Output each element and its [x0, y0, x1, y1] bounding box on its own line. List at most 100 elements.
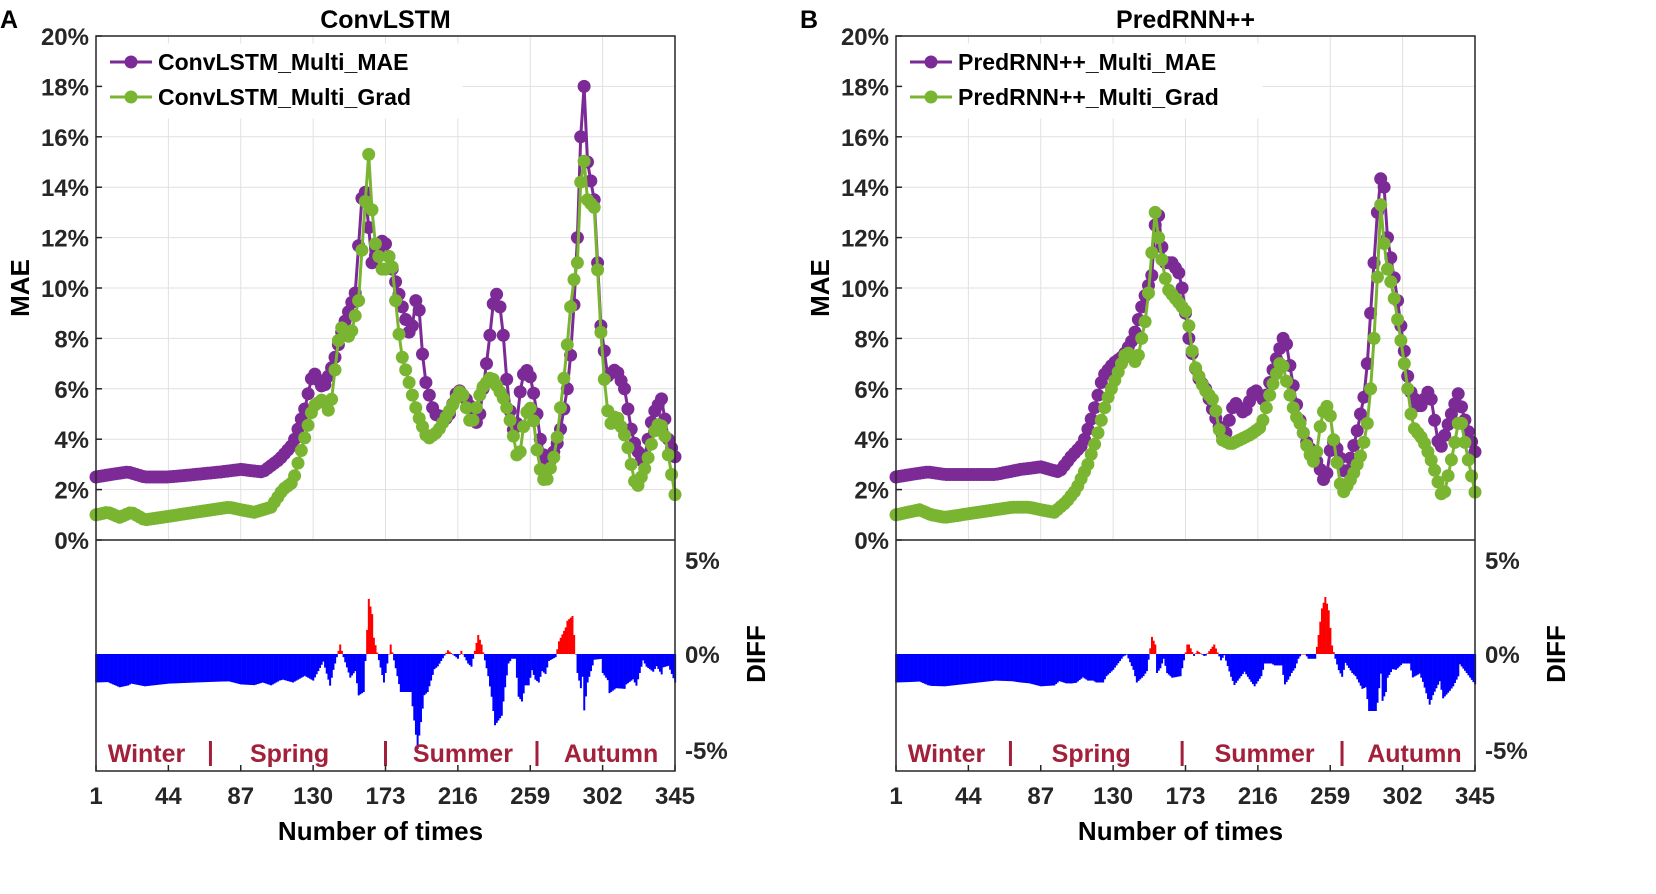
data-point — [1394, 334, 1408, 347]
diff-bar — [192, 654, 195, 683]
diff-bar — [943, 654, 946, 687]
diff-bar — [1139, 654, 1142, 680]
diff-bar — [1260, 654, 1263, 677]
data-point — [530, 443, 544, 457]
diff-bar — [174, 654, 177, 684]
diff-bar — [181, 654, 183, 684]
diff-bar — [278, 654, 281, 681]
diff-bar — [1246, 654, 1249, 677]
diff-bar — [1120, 654, 1123, 659]
diff-bar — [1420, 654, 1423, 678]
diff-bar — [549, 654, 552, 661]
diff-bar — [606, 654, 609, 681]
diff-bar — [1411, 654, 1414, 678]
data-point — [641, 451, 655, 465]
data-point — [1347, 439, 1361, 452]
legend-marker — [924, 90, 938, 104]
diff-bar — [352, 654, 355, 674]
x-tick-label: 130 — [1093, 783, 1133, 810]
diff-bar — [1164, 654, 1167, 666]
diff-bar — [911, 654, 914, 682]
diff-bar — [349, 654, 352, 678]
diff-bar — [154, 654, 157, 686]
diff-bar — [1211, 646, 1214, 654]
diff-bar — [522, 654, 525, 694]
diff-bar — [1344, 654, 1347, 663]
diff-bar — [1225, 654, 1228, 661]
diff-bar — [595, 654, 598, 660]
data-point — [550, 430, 564, 444]
diff-bar — [1019, 654, 1022, 683]
data-point — [416, 347, 429, 361]
diff-bar — [475, 642, 478, 654]
data-point — [621, 402, 635, 416]
diff-bar — [1046, 654, 1049, 686]
diff-bar — [1144, 654, 1147, 674]
diff-bar — [313, 654, 316, 678]
diff-bar — [418, 654, 421, 736]
diff-bar — [1021, 654, 1024, 683]
diff-bar — [391, 652, 394, 654]
legend-marker — [124, 55, 138, 69]
diff-bar — [613, 654, 616, 690]
diff-bar — [310, 654, 313, 680]
diff-bar — [1033, 654, 1036, 685]
diff-bar — [1465, 654, 1468, 673]
y-tick-label: 0% — [854, 528, 889, 555]
diff-bar — [630, 654, 633, 681]
diff-bar — [497, 654, 500, 721]
diff-bar — [1376, 654, 1379, 703]
data-point — [1370, 270, 1384, 284]
diff-bar — [652, 654, 655, 672]
diff-bar — [1083, 654, 1086, 679]
diff-bar — [379, 654, 382, 668]
diff-bar — [915, 654, 918, 682]
diff-bar — [1171, 654, 1174, 678]
data-point — [624, 457, 638, 471]
diff-bar — [1034, 654, 1037, 686]
diff-bar — [1462, 654, 1465, 669]
data-point — [1354, 449, 1367, 463]
diff-bar — [923, 654, 926, 684]
diff-bar — [1363, 654, 1366, 689]
diff-bar — [1011, 654, 1014, 682]
data-point — [1444, 453, 1458, 467]
diff-bar — [290, 654, 293, 683]
diff-bar — [1206, 653, 1209, 654]
diff-bar — [197, 654, 200, 683]
data-point — [1212, 423, 1226, 437]
diff-bar — [1329, 627, 1332, 654]
data-point — [1182, 319, 1196, 333]
x-tick-label: 1 — [889, 783, 902, 810]
diff-bar — [1322, 602, 1325, 654]
diff-bar — [1135, 654, 1138, 683]
diff-bar — [918, 654, 921, 682]
diff-bar — [191, 654, 194, 683]
diff-bar — [438, 654, 441, 664]
diff-bar — [1117, 654, 1120, 664]
diff-bar — [255, 654, 258, 685]
data-point — [1135, 331, 1149, 345]
diff-bar — [645, 654, 648, 667]
y-tick-label: 10% — [41, 276, 89, 303]
diff-bar — [1390, 654, 1392, 673]
x-tick-label: 345 — [1455, 783, 1495, 810]
y-tick-label: 2% — [54, 478, 89, 505]
diff-bar — [499, 654, 502, 719]
y-tick-label: 12% — [841, 226, 889, 253]
diff-bar — [152, 654, 155, 686]
diff-bar — [1401, 654, 1404, 664]
diff-bar — [1216, 652, 1219, 654]
diff-bar — [276, 654, 279, 682]
diff-bar — [1036, 654, 1039, 686]
data-point — [483, 328, 497, 342]
diff-bar — [300, 654, 303, 678]
data-point — [517, 420, 530, 434]
diff-bar — [342, 654, 345, 658]
data-point — [1091, 388, 1105, 402]
diff-bar — [441, 654, 444, 659]
data-point — [1081, 422, 1095, 436]
data-point — [500, 372, 514, 386]
data-point — [655, 392, 668, 406]
diff-bar — [330, 654, 333, 678]
